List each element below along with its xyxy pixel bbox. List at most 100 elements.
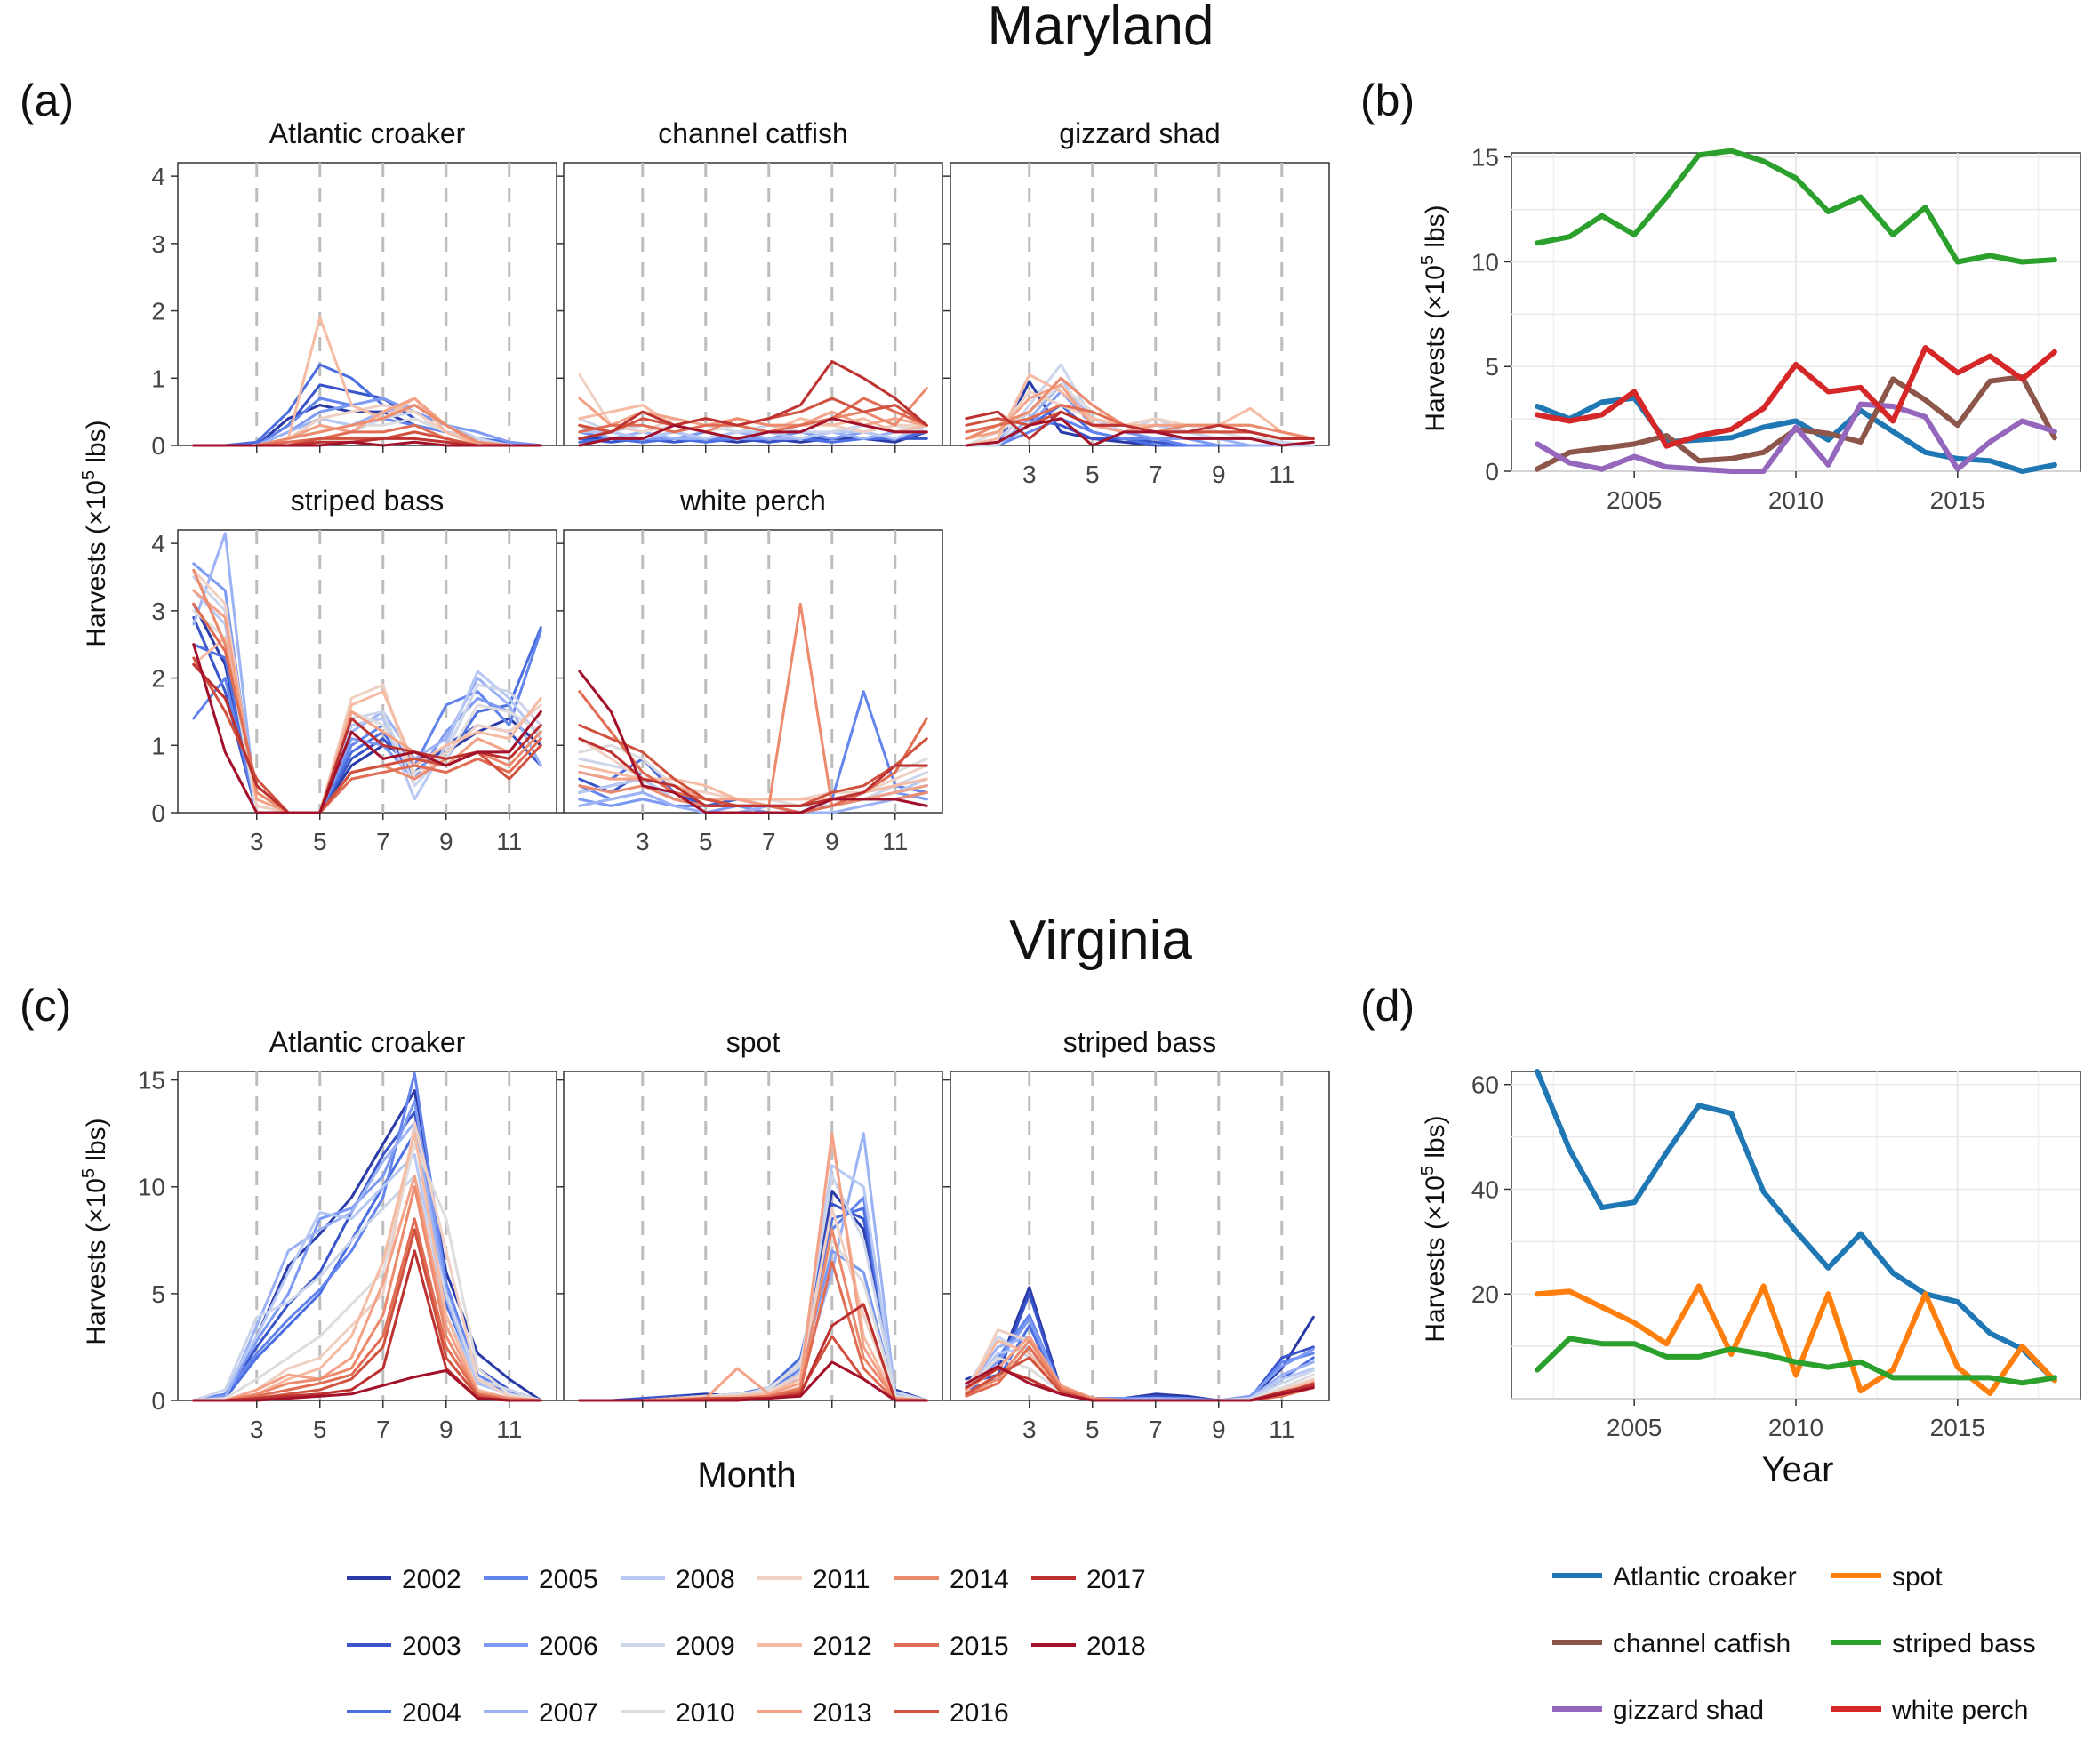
- x-tick-label: 11: [1269, 461, 1294, 488]
- panel-title: gizzard shad: [1059, 117, 1220, 149]
- x-tick-label: 5: [313, 1416, 327, 1443]
- x-tick-label: 5: [1086, 1416, 1100, 1443]
- x-tick-label: 2005: [1607, 1414, 1662, 1441]
- x-tick-label: 3: [250, 1416, 264, 1443]
- series-line-2013: [192, 1175, 542, 1402]
- legend-label-2006: 2006: [539, 1632, 598, 1661]
- xlabel-month: Month: [697, 1456, 796, 1495]
- panel-title: Atlantic croaker: [269, 117, 466, 149]
- panel-c3: striped bass 3 5 7 9 11: [943, 1026, 1330, 1443]
- panel-title: Atlantic croaker: [269, 1026, 466, 1058]
- legend-label-2007: 2007: [539, 1698, 598, 1728]
- panel-title: spot: [726, 1026, 781, 1058]
- legend-label-2018: 2018: [1086, 1632, 1146, 1661]
- legend-label-2016: 2016: [950, 1698, 1009, 1728]
- legend-label-gizzard-shad: gizzard shad: [1613, 1696, 1764, 1725]
- legend-label-atlantic-croaker: Atlantic croaker: [1613, 1562, 1797, 1592]
- panel-letter-b: (b): [1360, 76, 1415, 125]
- y-tick-label: 5: [151, 1280, 165, 1308]
- panel-letter-c: (c): [20, 981, 71, 1031]
- series-line-2017: [965, 410, 1315, 440]
- y-tick-label: 3: [151, 598, 165, 625]
- x-tick-label: 3: [250, 828, 264, 855]
- x-tick-label: 7: [1149, 1416, 1163, 1443]
- legend-years: 2002 2003 2004 2005 2006 2007 2008 2009 2010 2011…: [347, 1565, 1146, 1728]
- x-tick-label: 3: [1022, 461, 1037, 488]
- x-tick-label: 9: [1212, 461, 1226, 488]
- panel-letter-a: (a): [20, 76, 74, 125]
- panel-d: 20 40 60 2005 2010 2015: [1471, 1069, 2081, 1441]
- x-tick-label: 2005: [1607, 486, 1662, 514]
- series-line-2010: [192, 1143, 542, 1402]
- series-line-2018: [578, 417, 928, 447]
- y-tick-label: 1: [151, 732, 165, 759]
- series-line-2018: [578, 1360, 928, 1402]
- y-tick-label: 0: [151, 1387, 165, 1415]
- series-line-2012: [965, 373, 1315, 447]
- panel-title: striped bass: [1063, 1026, 1217, 1058]
- series-line-2018: [965, 417, 1315, 447]
- x-tick-label: 3: [636, 828, 650, 855]
- legend-label-2002: 2002: [402, 1565, 461, 1594]
- heading-virginia: Virginia: [1009, 910, 1192, 971]
- legend-label-2011: 2011: [813, 1565, 870, 1594]
- series-line-2018: [192, 643, 542, 814]
- x-tick-label: 11: [882, 828, 908, 855]
- y-tick-label: 60: [1471, 1071, 1499, 1099]
- legend-label-2005: 2005: [539, 1565, 598, 1594]
- panel-c1: Atlantic croaker 0 5 10 15 3 5 7 9 11: [138, 1026, 557, 1443]
- legend-label-2017: 2017: [1086, 1565, 1146, 1594]
- panel-title: white perch: [679, 485, 826, 517]
- series-line-2017: [578, 359, 928, 440]
- ylabel-c: Harvests (×105 lbs): [79, 1118, 111, 1344]
- series-line-2018: [192, 1368, 542, 1402]
- y-tick-label: 1: [151, 365, 165, 392]
- series-line-striped-bass: [1535, 1336, 2057, 1386]
- x-tick-label: 9: [825, 828, 839, 855]
- legend-label-2010: 2010: [676, 1698, 735, 1728]
- y-tick-label: 0: [151, 432, 165, 460]
- panel-c2: spot: [557, 1026, 943, 1408]
- y-tick-label: 40: [1471, 1175, 1499, 1203]
- series-line-2018: [578, 670, 928, 814]
- series-line-atlantic-croaker: [1535, 1069, 2057, 1384]
- x-tick-label: 2010: [1768, 1414, 1823, 1441]
- series-line-2015: [578, 397, 928, 434]
- x-tick-label: 11: [496, 1416, 522, 1443]
- panel-a4: striped bass 0 1 2 3 4 3 5 7 9 11: [151, 485, 557, 855]
- panel-a3: gizzard shad 3 5 7 9 11: [943, 117, 1330, 488]
- x-tick-label: 9: [1212, 1416, 1226, 1443]
- y-tick-label: 10: [1471, 248, 1499, 276]
- y-tick-label: 2: [151, 298, 165, 325]
- x-tick-label: 2015: [1930, 1414, 1985, 1441]
- y-tick-label: 3: [151, 230, 165, 258]
- x-tick-label: 7: [376, 828, 390, 855]
- y-tick-label: 2: [151, 665, 165, 693]
- panel-frame: [950, 162, 1330, 446]
- panel-letter-d: (d): [1360, 981, 1415, 1031]
- y-tick-label: 10: [138, 1174, 165, 1201]
- series-line-2010: [192, 609, 542, 814]
- legend-label-2008: 2008: [676, 1565, 735, 1594]
- x-tick-label: 5: [699, 828, 713, 855]
- legend-label-channel-catfish: channel catfish: [1613, 1629, 1791, 1658]
- x-tick-label: 7: [1149, 461, 1163, 488]
- series-line-2007: [578, 790, 928, 814]
- x-tick-label: 2015: [1930, 486, 1985, 514]
- x-tick-label: 7: [762, 828, 776, 855]
- y-tick-label: 20: [1471, 1280, 1499, 1308]
- legend-species: Atlantic croaker spot channel catfish strip…: [1552, 1562, 2036, 1725]
- legend-label-2004: 2004: [402, 1698, 461, 1728]
- xlabel-year: Year: [1762, 1450, 1834, 1489]
- x-tick-label: 2010: [1768, 486, 1823, 514]
- chart-panels: Atlantic croaker 0 1 2 3 4 channel catfish gizz…: [138, 117, 2081, 1443]
- legend-label-spot: spot: [1892, 1562, 1943, 1592]
- legend-label-2012: 2012: [813, 1632, 872, 1661]
- series-line-2008: [192, 1153, 542, 1402]
- series-line-2018: [965, 1365, 1315, 1402]
- legend-label-white-perch: white perch: [1891, 1696, 2028, 1725]
- legend-label-2013: 2013: [813, 1698, 872, 1728]
- ylabel-d: Harvests (×105 lbs): [1418, 1115, 1450, 1342]
- x-tick-label: 5: [313, 828, 327, 855]
